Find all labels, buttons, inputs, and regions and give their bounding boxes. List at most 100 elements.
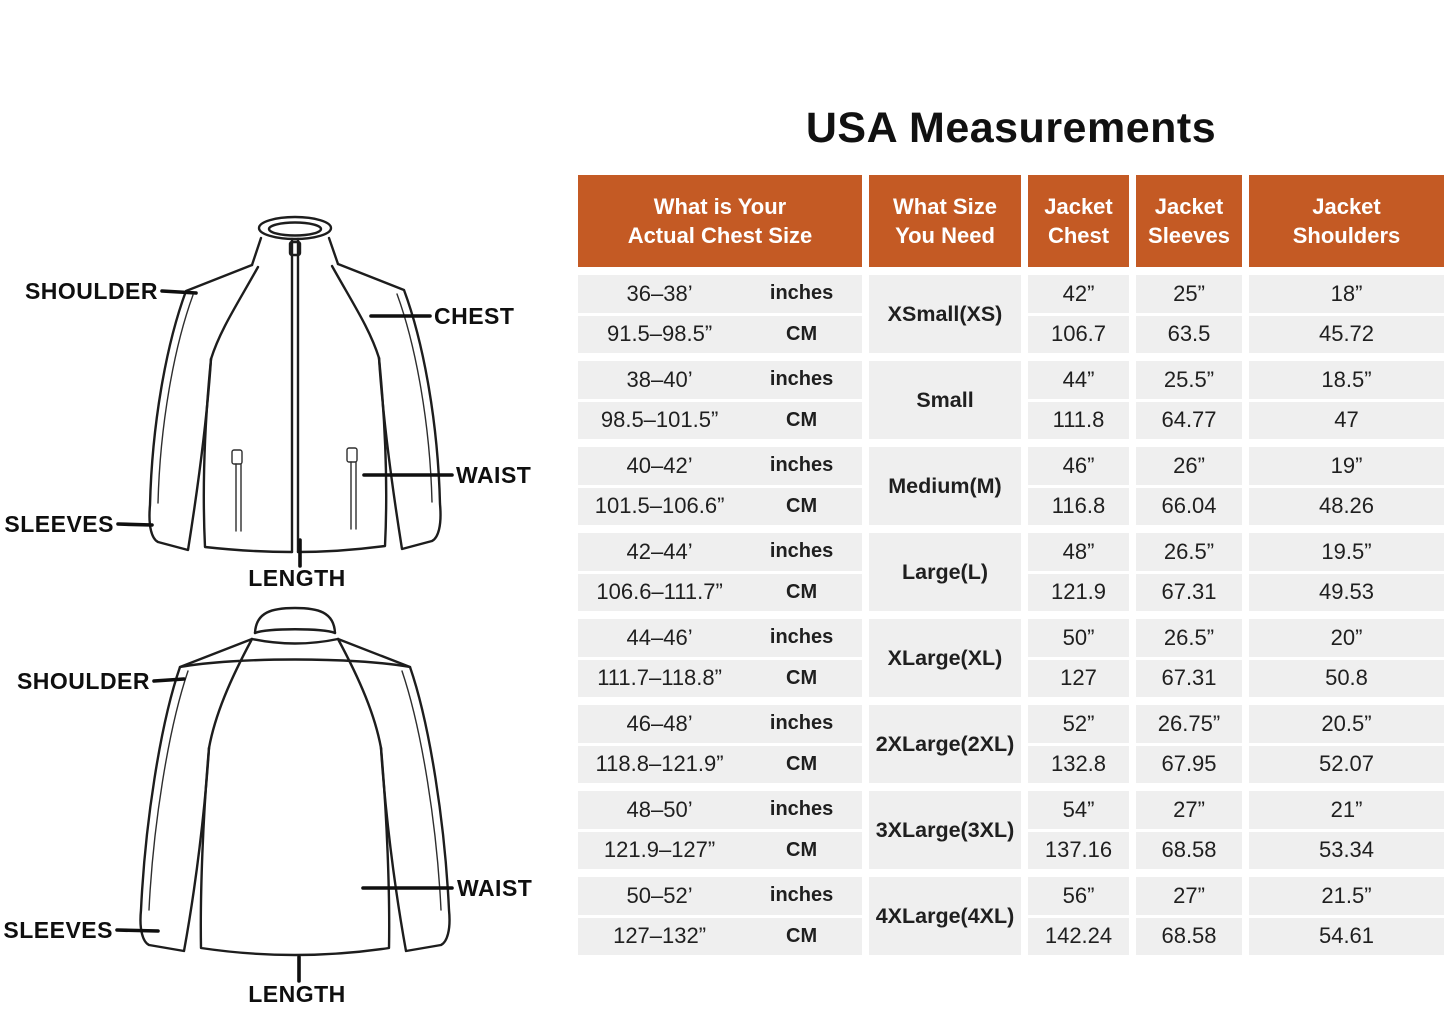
- chest-size-cell: 50–52’ inches 127–132” CM: [578, 877, 862, 955]
- jacket-sleeves-inches: 26.75”: [1136, 705, 1242, 743]
- chest-range-cm: 98.5–101.5”: [600, 407, 719, 433]
- unit-cm: CM: [786, 494, 818, 517]
- back-callout-lines: [115, 677, 454, 983]
- jacket-shoulders-inches: 20.5”: [1249, 705, 1444, 743]
- jacket-shoulders-cell: 21” 53.34: [1249, 791, 1444, 869]
- chest-range-cm: 91.5–98.5”: [606, 321, 713, 347]
- jacket-chest-inches: 42”: [1028, 275, 1129, 313]
- jacket-back-outline: [139, 606, 451, 957]
- jacket-shoulders-inches: 21”: [1249, 791, 1444, 829]
- back-waist-label: WAIST: [457, 875, 532, 901]
- chest-range-cm: 127–132”: [613, 923, 707, 949]
- jacket-sleeves-cell: 27” 68.58: [1136, 791, 1242, 869]
- jacket-chest-cell: 52” 132.8: [1028, 705, 1129, 783]
- jacket-sleeves-inches: 26.5”: [1136, 619, 1242, 657]
- back-sleeves-label: SLEEVES: [3, 917, 113, 943]
- jacket-chest-cm: 137.16: [1028, 831, 1129, 869]
- header-actual-chest-size: What is Your Actual Chest Size: [578, 175, 862, 267]
- jacket-sleeves-inches: 27”: [1136, 877, 1242, 915]
- size-name: Medium(M): [869, 447, 1021, 525]
- jacket-shoulders-cm: 47: [1249, 401, 1444, 439]
- header-jacket-sleeves: Jacket Sleeves: [1136, 175, 1242, 267]
- measurements-section: USA Measurements What is Your Actual Che…: [578, 0, 1444, 1024]
- jacket-sleeves-cm: 68.58: [1136, 831, 1242, 869]
- chest-size-cell: 36–38’ inches 91.5–98.5” CM: [578, 275, 862, 353]
- jacket-chest-inches: 50”: [1028, 619, 1129, 657]
- chest-range-inches: 42–44’: [626, 538, 693, 564]
- unit-inches: inches: [769, 454, 834, 477]
- chest-size-cell: 46–48’ inches 118.8–121.9” CM: [578, 705, 862, 783]
- jacket-chest-inches: 54”: [1028, 791, 1129, 829]
- front-sleeves-label: SLEEVES: [4, 511, 114, 537]
- jacket-shoulders-cell: 18.5” 47: [1249, 361, 1444, 439]
- chest-size-cell: 42–44’ inches 106.6–111.7” CM: [578, 533, 862, 611]
- size-table: What is Your Actual Chest Size What Size…: [578, 175, 1444, 955]
- unit-cm: CM: [786, 580, 818, 603]
- jacket-shoulders-cell: 20.5” 52.07: [1249, 705, 1444, 783]
- jacket-sleeves-cm: 67.31: [1136, 659, 1242, 697]
- jacket-sleeves-inches: 25”: [1136, 275, 1242, 313]
- page-title: USA Measurements: [805, 104, 1217, 152]
- jacket-sleeves-cell: 25” 63.5: [1136, 275, 1242, 353]
- chest-range-inches: 40–42’: [626, 452, 693, 478]
- chest-range-inches: 46–48’: [626, 710, 693, 736]
- jacket-chest-cm: 111.8: [1028, 401, 1129, 439]
- chest-size-cell: 38–40’ inches 98.5–101.5” CM: [578, 361, 862, 439]
- jacket-sleeves-inches: 26”: [1136, 447, 1242, 485]
- unit-inches: inches: [769, 282, 834, 305]
- jacket-sleeves-cm: 63.5: [1136, 315, 1242, 353]
- front-callout-lines: [116, 289, 454, 568]
- chest-range-cm: 111.7–118.8”: [597, 665, 722, 691]
- back-shoulder-callout-line: [152, 677, 186, 683]
- unit-cm: CM: [786, 666, 818, 689]
- jacket-shoulders-inches: 19”: [1249, 447, 1444, 485]
- jacket-chest-inches: 46”: [1028, 447, 1129, 485]
- unit-cm: CM: [786, 408, 818, 431]
- unit-cm: CM: [786, 838, 818, 861]
- jacket-shoulders-inches: 18.5”: [1249, 361, 1444, 399]
- size-name: Large(L): [869, 533, 1021, 611]
- unit-cm: CM: [786, 924, 818, 947]
- jacket-chest-cm: 132.8: [1028, 745, 1129, 783]
- unit-inches: inches: [769, 798, 834, 821]
- size-name: 2XLarge(2XL): [869, 705, 1021, 783]
- jacket-chest-inches: 48”: [1028, 533, 1129, 571]
- jacket-shoulders-inches: 19.5”: [1249, 533, 1444, 571]
- jacket-sleeves-cell: 26.5” 67.31: [1136, 619, 1242, 697]
- jacket-shoulders-inches: 21.5”: [1249, 877, 1444, 915]
- front-chest-label: CHEST: [434, 303, 514, 329]
- front-waist-label: WAIST: [456, 462, 531, 488]
- jacket-shoulders-cm: 52.07: [1249, 745, 1444, 783]
- header-jacket-shoulders: Jacket Shoulders: [1249, 175, 1444, 267]
- jacket-sleeves-cell: 25.5” 64.77: [1136, 361, 1242, 439]
- jacket-chest-inches: 52”: [1028, 705, 1129, 743]
- jacket-front-outline: [148, 215, 442, 554]
- jacket-shoulders-cell: 20” 50.8: [1249, 619, 1444, 697]
- chest-size-cell: 48–50’ inches 121.9–127” CM: [578, 791, 862, 869]
- jacket-chest-inches: 56”: [1028, 877, 1129, 915]
- chest-range-inches: 44–46’: [626, 624, 693, 650]
- jacket-chest-cell: 54” 137.16: [1028, 791, 1129, 869]
- jacket-back-seams: [148, 670, 442, 911]
- jacket-shoulders-cell: 21.5” 54.61: [1249, 877, 1444, 955]
- unit-cm: CM: [786, 752, 818, 775]
- jacket-sleeves-inches: 25.5”: [1136, 361, 1242, 399]
- jacket-shoulders-cell: 18” 45.72: [1249, 275, 1444, 353]
- jacket-chest-cell: 48” 121.9: [1028, 533, 1129, 611]
- back-sleeves-callout-line: [115, 928, 160, 933]
- jacket-sleeves-cell: 26.5” 67.31: [1136, 533, 1242, 611]
- size-name: 4XLarge(4XL): [869, 877, 1021, 955]
- jacket-chest-cm: 121.9: [1028, 573, 1129, 611]
- jacket-chest-cell: 44” 111.8: [1028, 361, 1129, 439]
- jacket-chest-cm: 116.8: [1028, 487, 1129, 525]
- jacket-chest-cell: 50” 127: [1028, 619, 1129, 697]
- chest-size-cell: 44–46’ inches 111.7–118.8” CM: [578, 619, 862, 697]
- unit-inches: inches: [769, 540, 834, 563]
- unit-inches: inches: [769, 884, 834, 907]
- front-shoulder-callout-line: [160, 289, 198, 295]
- jacket-chest-inches: 44”: [1028, 361, 1129, 399]
- zipper-slider: [288, 240, 302, 257]
- jacket-chest-cm: 106.7: [1028, 315, 1129, 353]
- chest-range-cm: 106.6–111.7”: [596, 579, 723, 605]
